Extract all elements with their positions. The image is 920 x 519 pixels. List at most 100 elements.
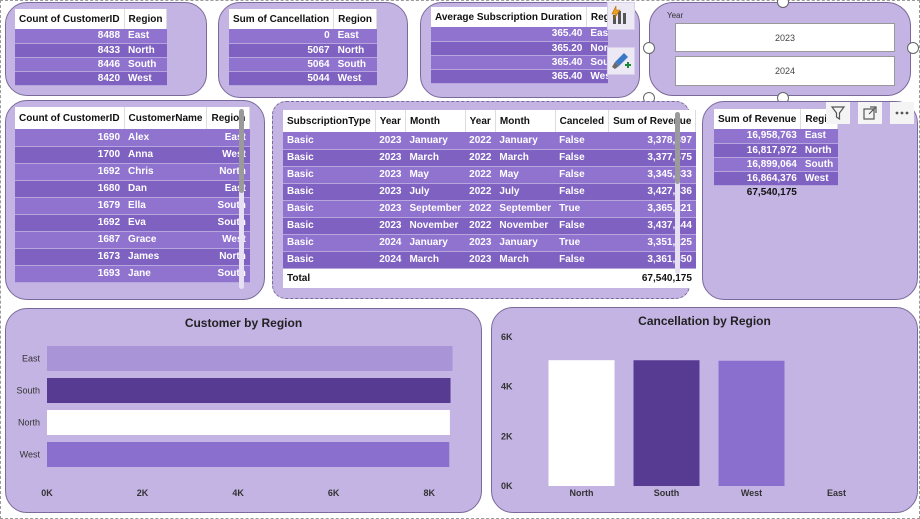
column-header[interactable]: Average Subscription Duration	[431, 7, 587, 27]
table-row[interactable]: 1673 James North	[15, 248, 250, 266]
table-header-row: Sum of Revenue Regio	[714, 109, 839, 129]
column-north[interactable]	[548, 360, 615, 486]
table-cell: Basic	[283, 132, 376, 150]
table-cell: July	[405, 183, 466, 201]
table-row[interactable]: 16,864,376 West	[714, 171, 838, 186]
focus-mode-icon[interactable]	[858, 102, 882, 124]
table-row[interactable]: 1690 Alex East	[15, 129, 250, 147]
column-header[interactable]: CustomerName	[124, 107, 208, 129]
table-row[interactable]: Basic 2023 January 2022 January False 3,378,89…	[283, 132, 696, 150]
lightning-chart-icon[interactable]	[607, 2, 635, 30]
table-row[interactable]: 365.40East	[431, 27, 608, 42]
table-row[interactable]: Basic 2023 November 2022 November False 3,437,…	[283, 217, 696, 235]
bar-east[interactable]	[47, 346, 453, 371]
scrollbar-thumb[interactable]	[675, 112, 680, 184]
table-cell: March	[405, 149, 466, 167]
column-west[interactable]	[718, 360, 785, 486]
column-header[interactable]: Region	[124, 9, 168, 29]
vertical-scrollbar[interactable]	[675, 112, 680, 274]
bar-west[interactable]	[47, 442, 450, 467]
table-row[interactable]: 5044 West	[229, 71, 377, 86]
column-header[interactable]: Sum of Revenue	[608, 110, 697, 132]
scrollbar-thumb[interactable]	[239, 109, 244, 193]
table-row[interactable]: 1700 Anna West	[15, 146, 250, 164]
customer-by-region-chart[interactable]: East South North West 0K 2K 4K 6K 8K	[5, 336, 482, 506]
bar-south[interactable]	[47, 378, 451, 403]
column-header[interactable]: Count of CustomerID	[15, 9, 125, 29]
table-row[interactable]: 1693 Jane South	[15, 265, 250, 283]
table-row[interactable]: Basic 2024 March 2023 March False 3,361,350	[283, 251, 696, 269]
total-value: 67,540,175	[746, 186, 797, 198]
table-row[interactable]: 1679 Ella South	[15, 197, 250, 215]
table-row[interactable]: 365.20North	[431, 41, 608, 56]
table-row[interactable]: Basic 2023 May 2022 May False 3,345,833	[283, 166, 696, 184]
table-cell: 365.40	[431, 27, 587, 42]
table-cell: 1700	[15, 146, 125, 164]
category-label: South	[16, 386, 40, 396]
slicer-option-2023[interactable]: 2023	[675, 23, 895, 52]
table-row[interactable]: 365.40West	[431, 69, 608, 84]
table-row[interactable]: Basic 2023 September 2022 September True 3,365…	[283, 200, 696, 218]
tick-label: 6K	[501, 332, 513, 342]
resize-handle[interactable]	[907, 42, 919, 54]
table-row[interactable]: 8446 South	[15, 57, 167, 72]
resize-handle[interactable]	[777, 0, 789, 8]
column-header[interactable]: Canceled	[555, 110, 610, 132]
tick-label: 6K	[328, 488, 340, 498]
column-header[interactable]: Sum of Revenue	[714, 109, 802, 129]
table-cell: 2024	[375, 251, 406, 269]
format-brush-icon[interactable]	[607, 47, 635, 75]
revenue-table[interactable]: Sum of Revenue Regio 16,958,763 East 16,8…	[714, 109, 839, 199]
table-cell: North	[586, 41, 608, 56]
more-options-icon[interactable]	[890, 102, 914, 124]
table-cell: 5064	[229, 57, 334, 72]
column-header[interactable]: Month	[405, 110, 466, 132]
table-row[interactable]: 8433 North	[15, 43, 167, 58]
subscription-matrix-table[interactable]: SubscriptionType Year Month Year Month C…	[283, 110, 697, 288]
cancellation-table[interactable]: Sum of Cancellation Region 0 East 5067 Nor…	[229, 9, 378, 86]
vertical-scrollbar[interactable]	[239, 109, 244, 289]
table-row[interactable]: 8420 West	[15, 71, 167, 86]
table-cell: 365.20	[431, 41, 587, 56]
column-header[interactable]: Month	[495, 110, 556, 132]
table-row[interactable]: Basic 2023 July 2022 July False 3,427,436	[283, 183, 696, 201]
column-header[interactable]: SubscriptionType	[283, 110, 376, 132]
table-row[interactable]: 5064 South	[229, 57, 377, 72]
customer-count-table[interactable]: Count of CustomerID Region 8488 East 8433…	[15, 9, 168, 86]
duration-table[interactable]: Average Subscription Duration Regio 365.…	[431, 7, 608, 84]
column-header[interactable]: Region	[333, 9, 378, 29]
table-cell: 16,899,064	[714, 157, 801, 172]
cancellation-by-region-chart[interactable]: 0K 2K 4K 6K North South West East	[491, 326, 918, 506]
table-row[interactable]: 1692 Chris North	[15, 163, 250, 181]
column-header[interactable]: Year	[465, 110, 496, 132]
table-row[interactable]: 8488 East	[15, 29, 167, 44]
table-row[interactable]: 0 East	[229, 29, 377, 44]
category-label: East	[22, 354, 41, 364]
table-row[interactable]: 1692 Eva South	[15, 214, 250, 232]
table-row[interactable]: Basic 2023 March 2022 March False 3,377,675	[283, 149, 696, 167]
column-header[interactable]: Sum of Cancellation	[229, 9, 335, 29]
table-row[interactable]: 365.40South	[431, 55, 608, 70]
duration-table-viewport: Average Subscription Duration Regio 365.…	[431, 7, 608, 87]
bar-north[interactable]	[47, 410, 450, 435]
table-row[interactable]: 16,817,972 North	[714, 143, 838, 158]
column-header[interactable]: Count of CustomerID	[15, 107, 125, 129]
resize-handle[interactable]	[643, 42, 655, 54]
table-cell: 1680	[15, 180, 125, 198]
table-cell: 5067	[229, 43, 334, 58]
table-cell: September	[405, 200, 466, 218]
column-header[interactable]: Year	[375, 110, 406, 132]
table-cell: True	[555, 200, 609, 218]
table-row[interactable]: 16,958,763 East	[714, 129, 838, 144]
table-row[interactable]: 1687 Grace West	[15, 231, 250, 249]
column-south[interactable]	[633, 360, 700, 486]
table-cell: Basic	[283, 149, 376, 167]
slicer-option-2024[interactable]: 2024	[675, 56, 895, 86]
table-row[interactable]: 16,899,064 South	[714, 157, 838, 172]
customer-names-table[interactable]: Count of CustomerID CustomerName Region …	[15, 107, 251, 283]
table-row[interactable]: 5067 North	[229, 43, 377, 58]
column-header[interactable]: Regio	[586, 7, 608, 27]
table-row[interactable]: 1680 Dan East	[15, 180, 250, 198]
filter-icon[interactable]	[826, 102, 850, 124]
table-row[interactable]: Basic 2024 January 2023 January True 3,351,225	[283, 234, 696, 252]
